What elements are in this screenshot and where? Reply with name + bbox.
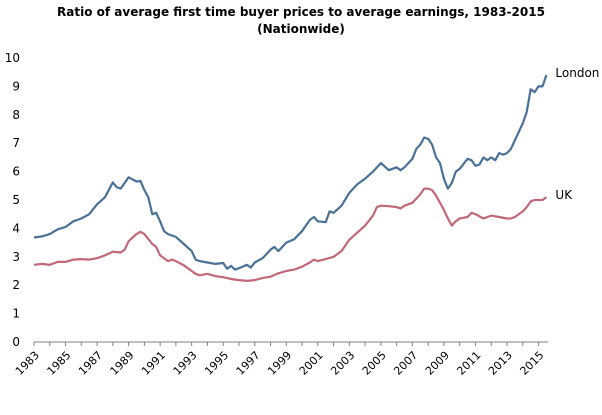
- y-tick-label: 4: [12, 221, 20, 235]
- y-tick-label: 5: [12, 193, 20, 207]
- x-tick-label: 1991: [139, 349, 168, 378]
- y-tick-label: 10: [5, 51, 20, 65]
- x-tick-label: 1995: [202, 349, 231, 378]
- x-tick-label: 1987: [76, 349, 105, 378]
- series-label-uk: UK: [555, 188, 573, 202]
- x-tick-label: 1993: [171, 349, 200, 378]
- x-tick-label: 1999: [265, 349, 294, 378]
- series-label-london: London: [555, 66, 599, 80]
- y-tick-label: 9: [12, 79, 20, 93]
- x-tick-label: 2001: [297, 349, 326, 378]
- x-tick-label: 1997: [234, 349, 263, 378]
- x-tick-label: 1989: [108, 349, 137, 378]
- y-tick-label: 2: [12, 278, 20, 292]
- chart-subtitle: (Nationwide): [257, 22, 345, 36]
- x-tick-label: 2007: [391, 349, 420, 378]
- series-line-uk: [33, 187, 548, 282]
- y-axis: 0 1 2 3 4 5 6 7 8 9 10: [5, 51, 20, 349]
- y-tick-label: 7: [12, 136, 20, 150]
- x-tick-label: 2011: [454, 349, 483, 378]
- x-tick-label: 2013: [486, 349, 515, 378]
- series-line-london: [33, 74, 548, 271]
- series-lines: [33, 74, 548, 282]
- series-labels: London UK: [555, 66, 599, 202]
- y-tick-label: 8: [12, 108, 20, 122]
- x-tick-label: 2005: [360, 349, 389, 378]
- x-tick-label: 2009: [423, 349, 452, 378]
- x-tick-label: 1983: [13, 349, 42, 378]
- y-tick-label: 3: [12, 250, 20, 264]
- x-axis: 1983 1985 1987 1989 1991 1993 1995 1997 1999 2001…: [13, 341, 548, 378]
- y-tick-label: 0: [12, 335, 20, 349]
- chart-title: Ratio of average first time buyer prices…: [57, 5, 545, 19]
- y-tick-label: 6: [12, 165, 20, 179]
- x-tick-label: 1985: [44, 349, 73, 378]
- x-tick-label: 2003: [328, 349, 357, 378]
- x-tick-label: 2015: [518, 349, 547, 378]
- y-tick-label: 1: [12, 307, 20, 321]
